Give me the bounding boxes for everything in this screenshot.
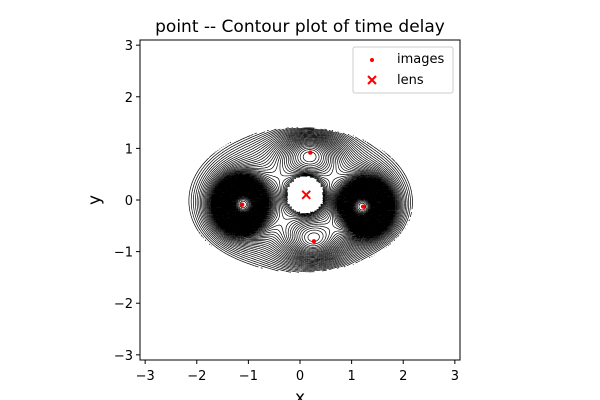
y-tick-label: 3 — [125, 39, 133, 54]
chart-title: point -- Contour plot of time delay — [155, 17, 445, 37]
x-tick-label: 1 — [347, 369, 355, 384]
image-point — [361, 204, 366, 209]
lens-point — [301, 190, 311, 200]
y-tick-label: 1 — [125, 142, 133, 157]
image-point — [239, 202, 245, 207]
legend-box — [352, 46, 454, 94]
x-axis-ticks: −3 −2 −1 0 1 2 3 — [136, 360, 459, 384]
x-tick-label: −2 — [187, 369, 206, 384]
contour-path — [188, 127, 413, 273]
contour-lines — [188, 127, 413, 273]
y-tick-label: −2 — [114, 297, 133, 312]
y-tick-label: −3 — [114, 349, 133, 364]
x-tick-label: 3 — [451, 369, 459, 384]
y-axis-ticks: −3 −2 −1 0 1 2 3 — [114, 39, 140, 364]
y-tick-label: 0 — [125, 194, 133, 209]
data-markers — [239, 150, 366, 244]
x-axis-label: x — [295, 388, 305, 400]
y-tick-label: 2 — [125, 91, 133, 106]
x-tick-label: −1 — [239, 369, 258, 384]
legend: images lens — [352, 46, 454, 94]
x-tick-label: 2 — [399, 369, 407, 384]
image-point — [311, 239, 317, 244]
y-axis-label: y — [85, 195, 105, 205]
legend-lens-marker — [367, 75, 377, 85]
legend-images-marker — [370, 58, 374, 62]
legend-lens-label: lens — [397, 73, 424, 88]
x-tick-label: −3 — [136, 369, 155, 384]
x-tick-label: 0 — [296, 369, 304, 384]
legend-images-label: images — [397, 52, 444, 67]
y-tick-label: −1 — [114, 246, 133, 261]
image-point — [308, 150, 313, 155]
